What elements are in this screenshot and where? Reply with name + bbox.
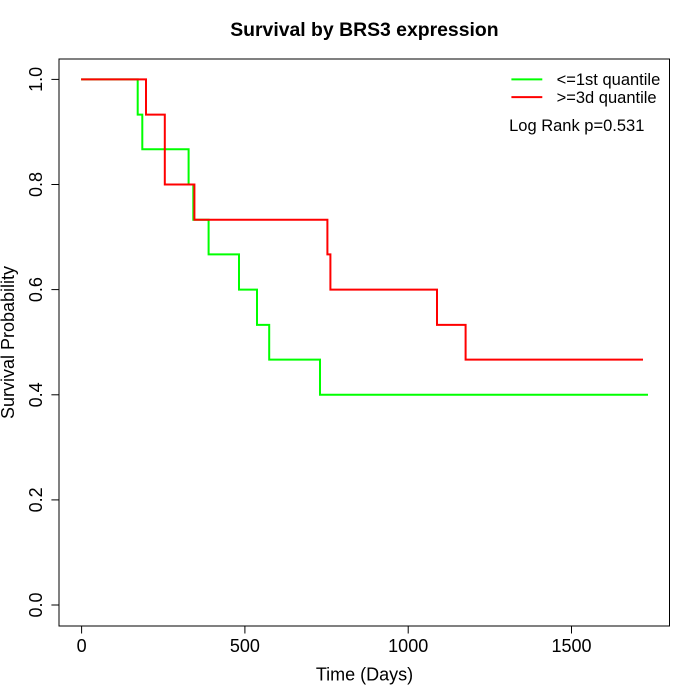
svg-text:1500: 1500 (551, 636, 591, 656)
svg-text:Survival by BRS3 expression: Survival by BRS3 expression (230, 19, 498, 41)
svg-text:0.8: 0.8 (26, 172, 46, 197)
svg-text:Log Rank p=0.531: Log Rank p=0.531 (509, 117, 644, 135)
svg-text:0.4: 0.4 (26, 382, 46, 407)
svg-text:0.6: 0.6 (26, 277, 46, 302)
svg-text:<=1st quantile: <=1st quantile (557, 71, 661, 89)
svg-text:>=3d quantile: >=3d quantile (557, 89, 657, 107)
svg-text:0.0: 0.0 (26, 592, 46, 617)
svg-text:0.2: 0.2 (26, 487, 46, 512)
svg-text:500: 500 (230, 636, 260, 656)
svg-text:0: 0 (77, 636, 87, 656)
svg-text:Survival Probability: Survival Probability (0, 266, 18, 419)
svg-text:1.0: 1.0 (26, 67, 46, 92)
svg-text:1000: 1000 (388, 636, 428, 656)
svg-text:Time (Days): Time (Days) (316, 665, 413, 685)
